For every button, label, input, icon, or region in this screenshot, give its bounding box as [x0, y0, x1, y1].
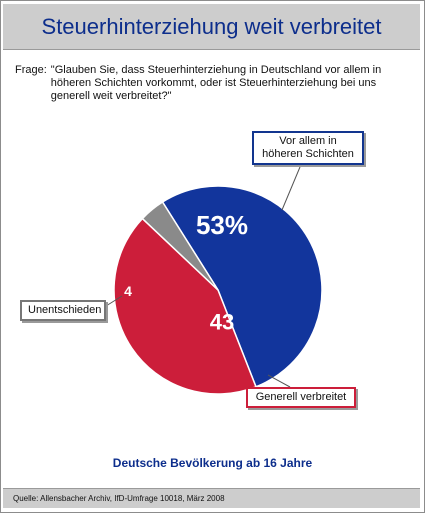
source-footer: Quelle: Allensbacher Archiv, IfD-Umfrage… — [3, 488, 420, 508]
callout-upper-classes-text: Vor allem in höheren Schichten — [262, 135, 354, 160]
callout-leaders — [105, 166, 301, 388]
pie-label-undecided: 4 — [124, 283, 132, 299]
callout-upper-classes: Vor allem in höheren Schichten — [252, 131, 364, 165]
pie-labels: 53% 43 4 — [124, 210, 248, 335]
pie-slice-general — [113, 217, 257, 395]
title-bar: Steuerhinterziehung weit verbreitet — [3, 4, 420, 50]
callout-general: Generell verbreitet — [246, 387, 356, 408]
pie-label-upper-classes: 53% — [196, 210, 248, 240]
chart-title: Steuerhinterziehung weit verbreitet — [41, 13, 382, 39]
leader-undecided — [105, 295, 123, 307]
question-label: Frage: — [15, 64, 47, 76]
leader-upper-classes — [281, 166, 301, 211]
leader-general — [267, 374, 291, 388]
question-block: Frage: "Glauben Sie, dass Steuerhinterzi… — [15, 64, 410, 103]
pie-slice-upper-classes — [161, 185, 323, 388]
pie-slices — [113, 185, 323, 395]
source-text: Quelle: Allensbacher Archiv, IfD-Umfrage… — [13, 494, 225, 503]
callout-undecided-text: Unentschieden — [28, 304, 102, 316]
pie-label-general: 43 — [210, 310, 234, 335]
callout-undecided: Unentschieden — [20, 300, 106, 321]
pie-slice-undecided — [141, 200, 219, 291]
population-base: Deutsche Bevölkerung ab 16 Jahre — [112, 456, 313, 470]
callout-general-text: Generell verbreitet — [255, 391, 347, 403]
question-text: "Glauben Sie, dass Steuerhinterziehung i… — [50, 64, 382, 102]
